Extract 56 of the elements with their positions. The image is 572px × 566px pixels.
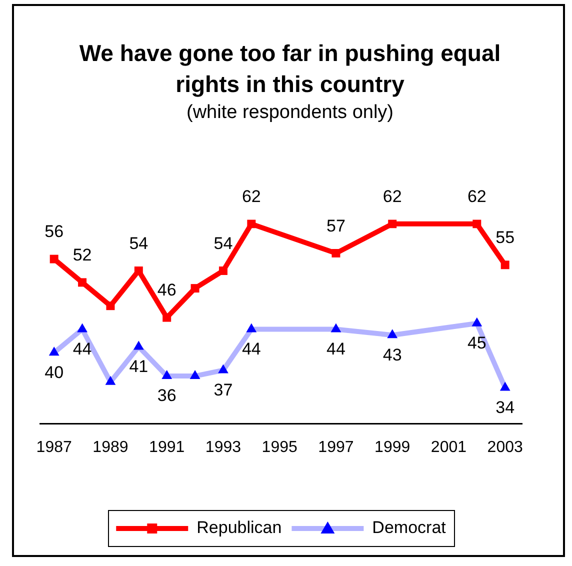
- point: [48, 346, 60, 356]
- point: [218, 266, 228, 275]
- point: [387, 329, 398, 338]
- point: [388, 220, 397, 228]
- point: [332, 248, 340, 258]
- x-tick-label: 1991: [149, 438, 185, 456]
- data-label: 57: [326, 216, 346, 236]
- x-tick-label: 1995: [262, 438, 298, 456]
- point: [218, 364, 228, 374]
- x-tick-label: 2001: [430, 438, 467, 456]
- data-label: 41: [129, 356, 148, 376]
- point: [472, 317, 482, 326]
- point: [472, 220, 482, 228]
- point: [162, 313, 172, 322]
- data-label: 46: [157, 280, 176, 300]
- data-label: 62: [242, 187, 261, 206]
- point: [133, 340, 144, 350]
- data-label: 44: [242, 339, 261, 358]
- point: [78, 278, 87, 287]
- chart-title: We have gone too far in pushing equal rights in this country: [78, 39, 502, 99]
- point: [106, 302, 115, 310]
- legend-label: Republican: [196, 518, 282, 538]
- point: [500, 260, 510, 270]
- data-label: 62: [467, 187, 486, 206]
- point: [247, 220, 256, 228]
- x-tick-label: 1989: [92, 438, 128, 456]
- x-tick-label: 1997: [318, 438, 354, 456]
- point: [246, 323, 257, 332]
- data-label: 44: [72, 339, 92, 358]
- data-label: 40: [44, 362, 64, 382]
- point: [162, 370, 172, 380]
- x-tick-label: 1993: [205, 438, 242, 456]
- point: [190, 284, 200, 293]
- x-tick-label: 1987: [36, 438, 72, 456]
- x-tick-label: 2003: [487, 438, 523, 456]
- data-label: 55: [496, 228, 515, 248]
- data-label: 62: [382, 187, 402, 206]
- legend-label: Democrat: [372, 518, 446, 538]
- data-label: 43: [382, 345, 402, 364]
- chart-subtitle: (white respondents only): [186, 102, 394, 124]
- point: [500, 382, 510, 391]
- data-label: 52: [72, 246, 92, 265]
- point: [190, 370, 200, 380]
- data-label: 36: [157, 386, 176, 406]
- data-label: 44: [326, 339, 346, 358]
- data-label: 56: [44, 222, 64, 242]
- point: [105, 376, 116, 385]
- data-label: 54: [129, 234, 148, 253]
- data-label: 45: [467, 334, 486, 353]
- data-label: 34: [496, 398, 515, 417]
- point: [77, 323, 88, 332]
- point: [50, 254, 58, 264]
- x-tick-label: 1999: [374, 438, 410, 456]
- data-label: 54: [214, 234, 233, 253]
- point: [330, 323, 342, 332]
- data-label: 37: [214, 380, 233, 400]
